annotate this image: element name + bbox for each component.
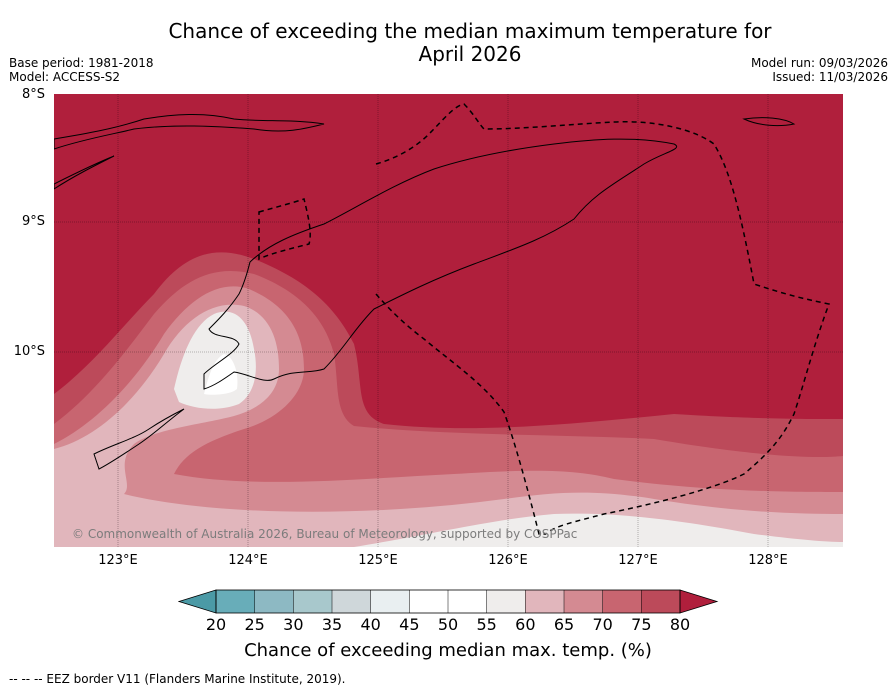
colorbar-segment bbox=[216, 590, 256, 613]
colorbar-tick-label: 80 bbox=[669, 615, 691, 634]
eez-border-south bbox=[375, 293, 546, 535]
lon-label-126e: 126°E bbox=[488, 553, 528, 568]
lat-label-10s: 10°S bbox=[13, 344, 45, 359]
map-title: Chance of exceeding the median maximum t… bbox=[0, 20, 896, 66]
lat-label-9s: 9°S bbox=[21, 214, 45, 229]
title-line-2: April 2026 bbox=[418, 42, 522, 66]
colorbar bbox=[177, 589, 720, 619]
colorbar-tick-label: 25 bbox=[244, 615, 265, 634]
lon-label-123e: 123°E bbox=[98, 553, 138, 568]
lon-label-125e: 125°E bbox=[358, 553, 398, 568]
colorbar-segment bbox=[409, 590, 449, 613]
meta-left: Base period: 1981-2018 Model: ACCESS-S2 bbox=[9, 56, 154, 84]
colorbar-segment bbox=[370, 590, 410, 613]
colorbar-tick-label: 70 bbox=[592, 615, 613, 634]
model-run: Model run: 09/03/2026 bbox=[750, 56, 888, 70]
colorbar-segments bbox=[179, 590, 717, 613]
issued-date: Issued: 11/03/2026 bbox=[772, 70, 888, 84]
colorbar-extend-low bbox=[179, 590, 216, 613]
title-line-1: Chance of exceeding the median maximum t… bbox=[168, 19, 772, 43]
copyright-notice: © Commonwealth of Australia 2026, Bureau… bbox=[72, 527, 578, 541]
colorbar-label: Chance of exceeding median max. temp. (%… bbox=[244, 640, 652, 661]
coastline-timor bbox=[203, 138, 677, 390]
coastline-flores bbox=[54, 114, 325, 150]
colorbar-tick-label: 20 bbox=[205, 615, 227, 634]
colorbar-tick-label: 60 bbox=[515, 615, 536, 634]
coastline-wetar bbox=[742, 117, 796, 127]
colorbar-segment bbox=[641, 590, 681, 613]
coastline-rote bbox=[93, 408, 185, 470]
lon-label-127e: 127°E bbox=[618, 553, 658, 568]
colorbar-tick-label: 75 bbox=[631, 615, 652, 634]
lon-label-128e: 128°E bbox=[748, 553, 788, 568]
colorbar-extend-high bbox=[680, 590, 717, 613]
colorbar-segment bbox=[564, 590, 604, 613]
eez-border-north bbox=[375, 103, 831, 535]
colorbar-tick-label: 50 bbox=[437, 615, 459, 634]
colorbar-segment bbox=[254, 590, 294, 613]
colorbar-tick-label: 55 bbox=[476, 615, 497, 634]
colorbar-tick-label: 45 bbox=[399, 615, 420, 634]
colorbar-tick-label: 65 bbox=[553, 615, 575, 634]
colorbar-segment bbox=[293, 590, 333, 613]
map-canvas bbox=[54, 94, 843, 547]
colorbar-tick-label: 40 bbox=[360, 615, 381, 634]
lon-label-124e: 124°E bbox=[228, 553, 268, 568]
colorbar-segment bbox=[602, 590, 642, 613]
eez-legend-note: -- -- -- EEZ border V11 (Flanders Marine… bbox=[9, 672, 346, 686]
colorbar-segment bbox=[332, 590, 372, 613]
colorbar-segment bbox=[486, 590, 526, 613]
base-period: Base period: 1981-2018 bbox=[9, 56, 154, 70]
eez-border-enclave bbox=[258, 198, 311, 261]
model-name: Model: ACCESS-S2 bbox=[9, 70, 121, 84]
colorbar-segment bbox=[448, 590, 488, 613]
coastline-alor bbox=[54, 155, 115, 190]
colorbar-tick-label: 35 bbox=[321, 615, 343, 634]
lat-label-8s: 8°S bbox=[21, 87, 45, 102]
meta-right: Model run: 09/03/2026 Issued: 11/03/2026 bbox=[751, 56, 888, 84]
colorbar-segment bbox=[525, 590, 565, 613]
contour-50-55-inner bbox=[204, 354, 238, 395]
colorbar-tick-label: 30 bbox=[283, 615, 304, 634]
contour-50-55-bottom bbox=[354, 513, 843, 547]
